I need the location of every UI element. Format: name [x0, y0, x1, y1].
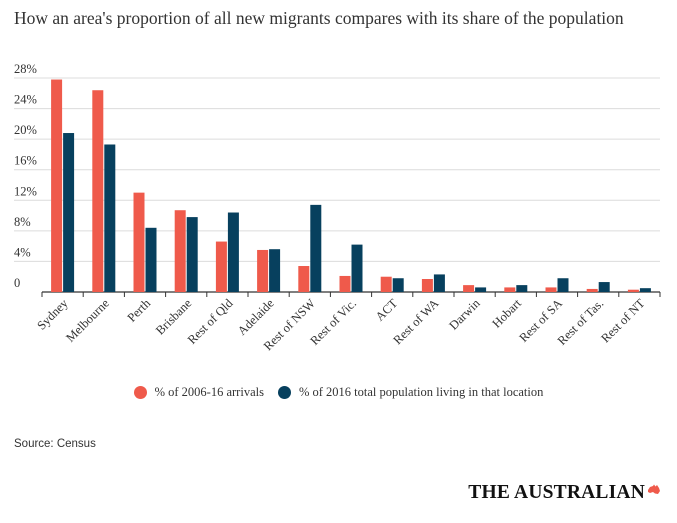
- legend-item-arrivals: % of 2006-16 arrivals: [133, 385, 264, 400]
- bar-arrivals: [133, 192, 145, 292]
- chart-title: How an area's proportion of all new migr…: [14, 8, 624, 28]
- x-tick-label: Adelaide: [235, 296, 277, 338]
- y-tick-label: 20%: [14, 123, 37, 137]
- x-tick-label: Perth: [125, 296, 154, 325]
- x-tick-label: Sydney: [34, 296, 71, 333]
- y-tick-label: 16%: [14, 154, 37, 168]
- bar-arrivals: [463, 285, 475, 292]
- bar-population: [392, 278, 404, 292]
- bar-population: [310, 204, 322, 292]
- bar-population: [145, 227, 157, 292]
- brand-logo: THE AUSTRALIAN: [468, 482, 661, 504]
- x-tick-label: Rest of WA: [391, 296, 442, 347]
- y-tick-label: 24%: [14, 93, 37, 107]
- australia-map-icon: [648, 484, 660, 494]
- bar-arrivals: [215, 241, 227, 292]
- bar-arrivals: [92, 90, 104, 292]
- y-tick-label: 4%: [14, 245, 31, 259]
- bar-arrivals: [339, 275, 351, 292]
- bar-arrivals: [421, 279, 433, 292]
- bar-arrivals: [586, 288, 598, 292]
- bar-population: [557, 278, 569, 292]
- x-tick-label: ACT: [373, 296, 401, 324]
- bar-population: [639, 288, 651, 292]
- y-tick-label: 0: [14, 276, 20, 290]
- bar-population: [269, 249, 281, 292]
- bar-population: [433, 274, 445, 292]
- x-tick-label: Rest of NT: [598, 296, 647, 345]
- legend-item-population: % of 2016 total population living in tha…: [277, 385, 544, 400]
- source-note: Source: Census: [14, 438, 96, 450]
- legend-swatch-population: [277, 386, 291, 399]
- legend-swatch-arrivals: [133, 386, 147, 399]
- bar-population: [598, 282, 610, 292]
- bar-population: [351, 244, 363, 292]
- bar-arrivals: [257, 249, 269, 292]
- bar-population: [516, 285, 528, 292]
- x-tick-label: Rest of Qld: [185, 296, 236, 347]
- legend-label-population: % of 2016 total population living in tha…: [298, 385, 544, 399]
- y-tick-label: 8%: [14, 215, 31, 229]
- bar-arrivals: [174, 210, 186, 292]
- bar-arrivals: [298, 266, 310, 292]
- x-tick-label: Melbourne: [63, 296, 112, 345]
- x-tick-label: Darwin: [446, 296, 483, 333]
- y-tick-label: 12%: [14, 184, 37, 198]
- bar-arrivals: [504, 287, 516, 292]
- bar-population: [227, 212, 239, 292]
- x-tick-label: Brisbane: [153, 296, 195, 338]
- y-tick-label: 28%: [14, 62, 37, 76]
- bar-arrivals: [627, 289, 639, 292]
- bar-population: [104, 144, 116, 292]
- bar-population: [63, 133, 75, 292]
- brand-name: THE AUSTRALIAN: [468, 482, 645, 503]
- legend: % of 2006-16 arrivals % of 2016 total po…: [0, 385, 677, 400]
- bar-arrivals: [380, 276, 392, 292]
- bar-population: [475, 287, 487, 292]
- x-tick-label: Hobart: [489, 296, 524, 331]
- bar-arrivals: [51, 79, 63, 293]
- bar-arrivals: [545, 287, 557, 292]
- legend-label-arrivals: % of 2006-16 arrivals: [154, 385, 264, 399]
- bar-population: [186, 217, 198, 292]
